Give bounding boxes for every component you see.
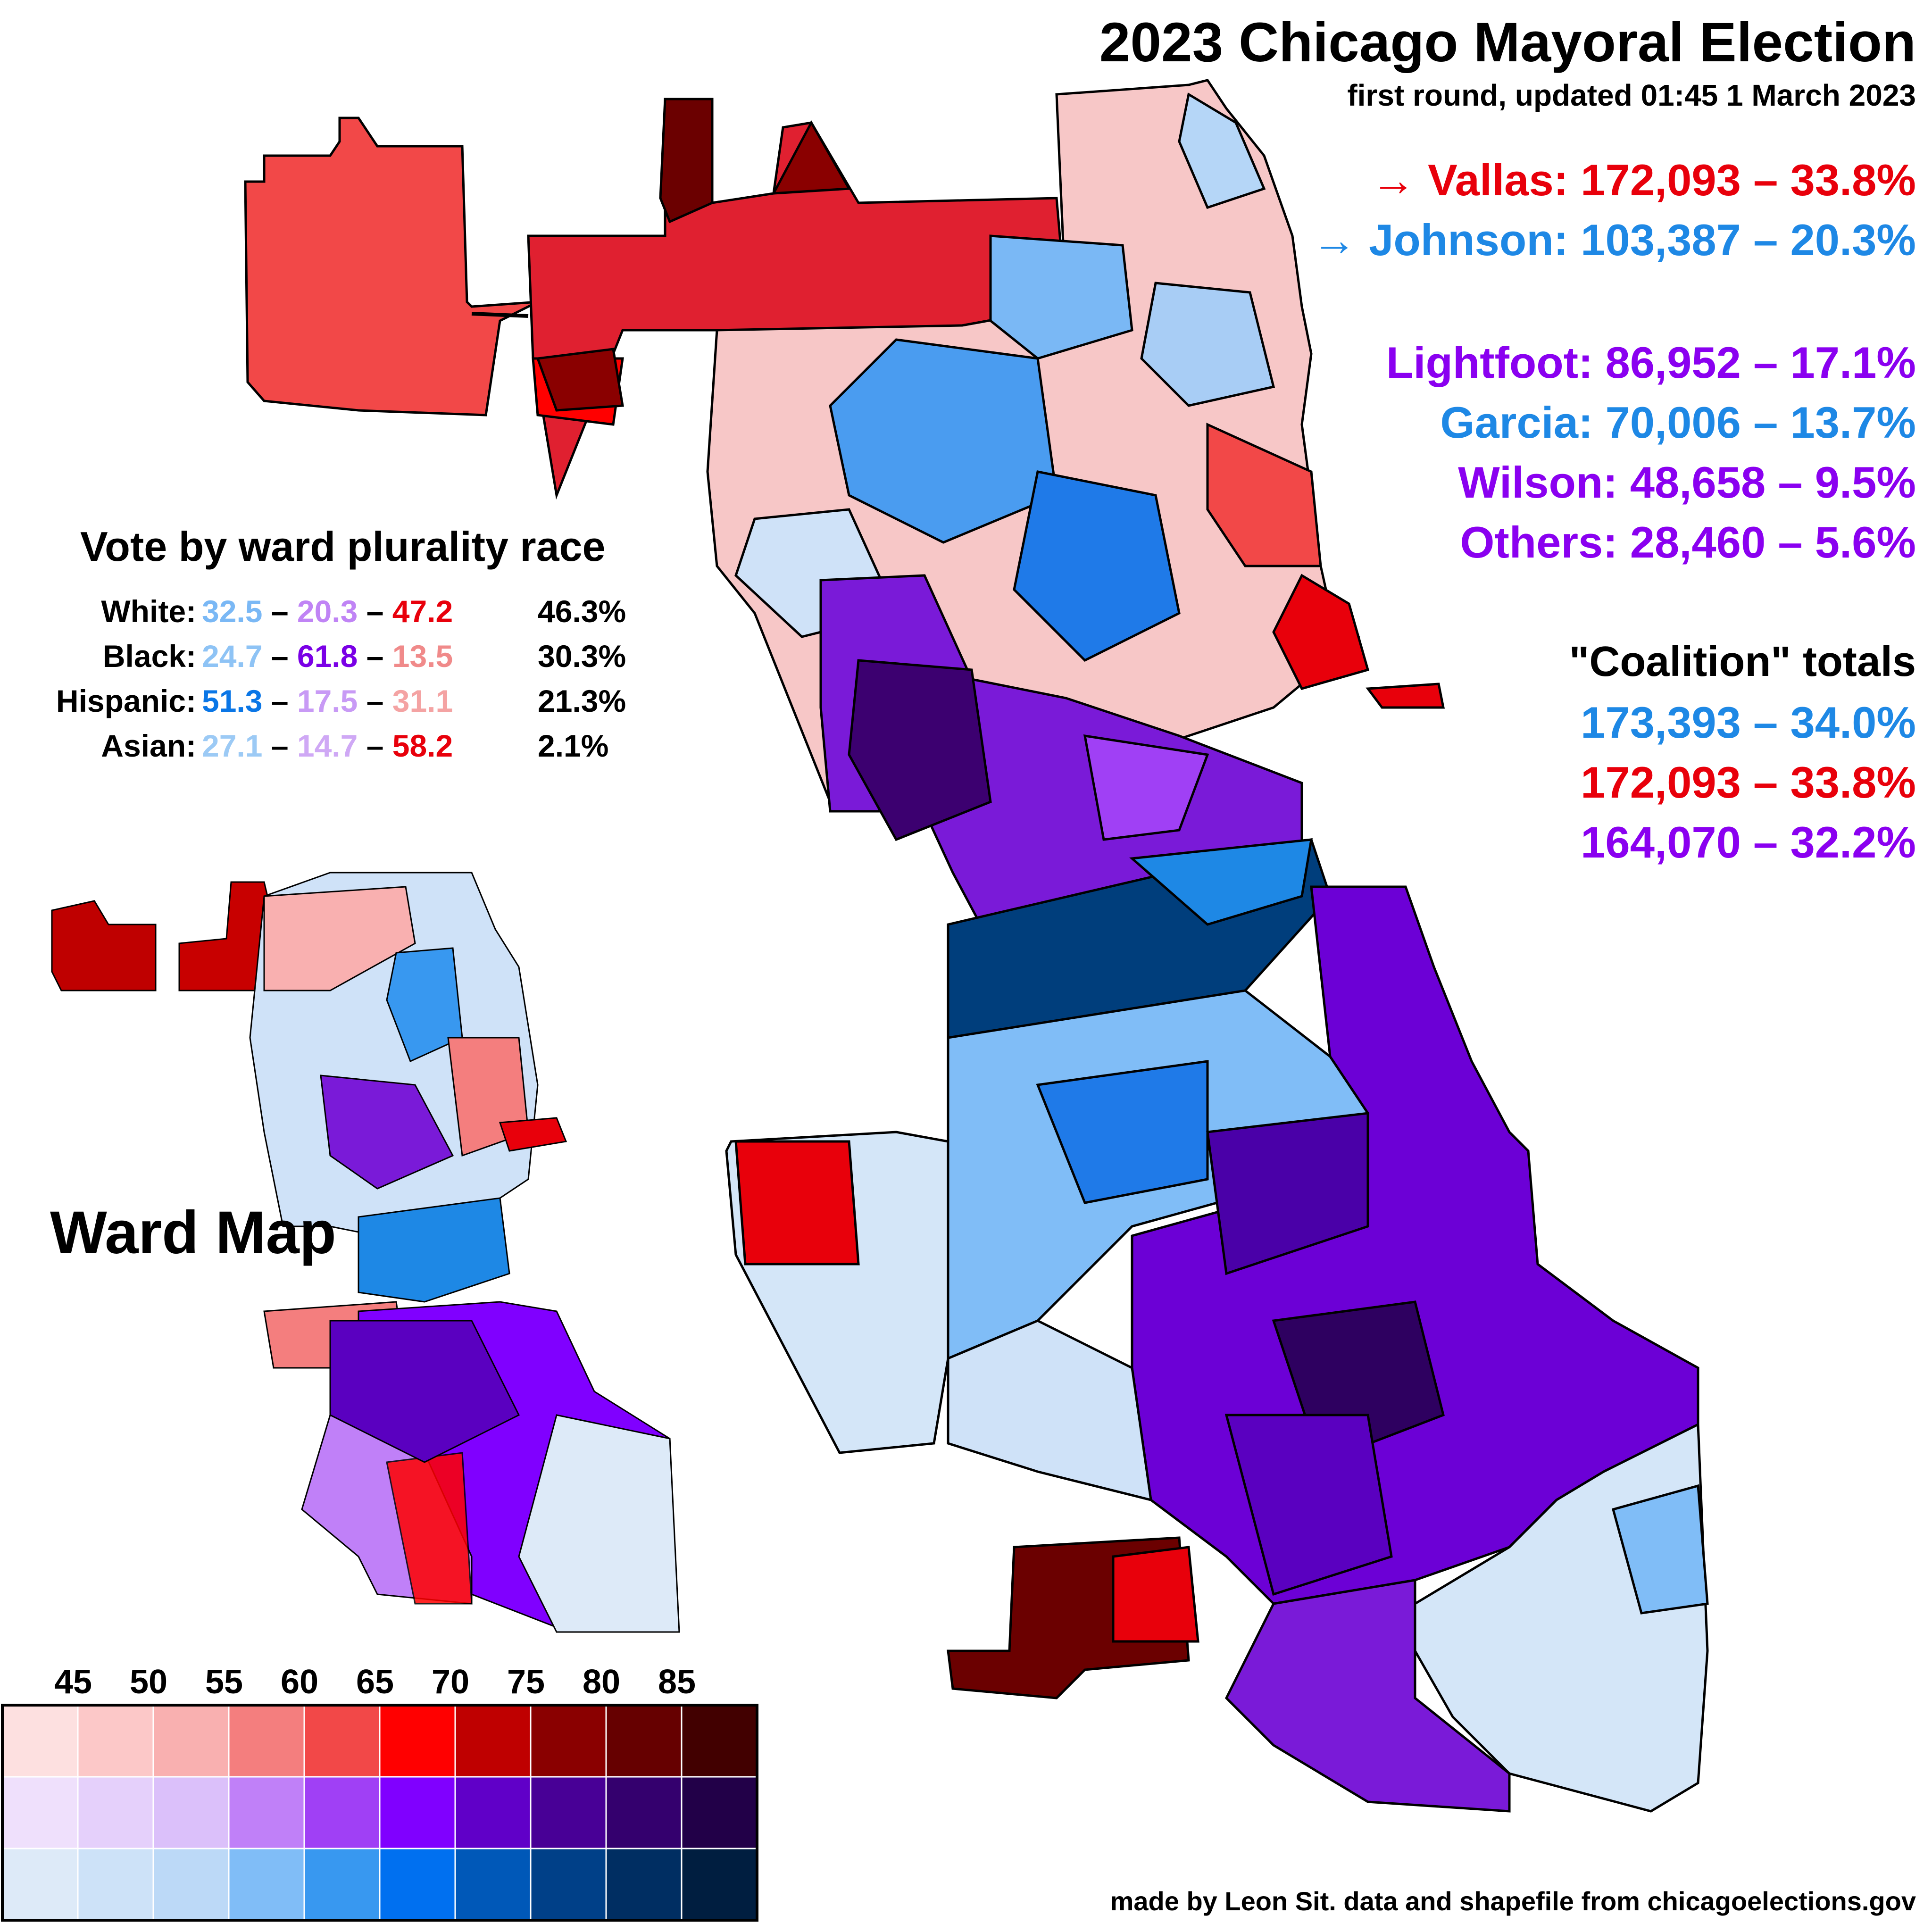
race-share: 30.3% [538, 639, 626, 674]
legend-swatch-purple [379, 1776, 456, 1849]
blue-value: 27.1 [202, 728, 263, 763]
race-values: 27.1 – 14.7 – 58.2 [202, 728, 453, 764]
coalition-total: 172,093 – 33.8% [1581, 758, 1916, 807]
ohare-region [244, 117, 539, 416]
legend-swatch-blue [1, 1848, 79, 1921]
legend-swatch-blue [77, 1848, 154, 1921]
race-label: Hispanic: [56, 683, 196, 718]
race-row: Black: 24.7 – 61.8 – 13.5 30.3% [0, 638, 1932, 681]
legend-swatch-blue [681, 1848, 758, 1921]
legend-swatch-purple [1, 1776, 79, 1849]
legend-swatch-red [152, 1704, 230, 1778]
candidate-result: Wilson: 48,658 – 9.5% [1458, 458, 1916, 507]
separator: – [271, 683, 289, 718]
separator: – [366, 594, 384, 629]
red-value: 47.2 [392, 594, 453, 629]
race-values: 51.3 – 17.5 – 31.1 [202, 683, 453, 719]
legend-swatch-red [454, 1704, 532, 1778]
legend-swatch-purple [681, 1776, 758, 1849]
purple-value: 61.8 [297, 639, 358, 674]
candidate-result: Lightfoot: 86,952 – 17.1% [1386, 338, 1916, 387]
blue-value: 24.7 [202, 639, 263, 674]
legend-swatch-blue [152, 1848, 230, 1921]
legend-swatch-purple [77, 1776, 154, 1849]
red-value: 58.2 [392, 728, 453, 763]
legend-swatch-blue [530, 1848, 607, 1921]
legend-swatch-red [605, 1704, 683, 1778]
purple-value: 17.5 [297, 683, 358, 718]
legend-swatch-blue [228, 1848, 305, 1921]
separator: – [366, 728, 384, 763]
race-row: Asian: 27.1 – 14.7 – 58.2 2.1% [0, 728, 1932, 770]
legend-swatch-purple [454, 1776, 532, 1849]
legend-swatch-purple [303, 1776, 381, 1849]
credit-text: made by Leon Sit. data and shapefile fro… [1110, 1886, 1916, 1916]
candidate-result: Garcia: 70,006 – 13.7% [1440, 398, 1916, 447]
red-value: 13.5 [392, 639, 453, 674]
legend-swatch-blue [454, 1848, 532, 1921]
legend-swatch-red [1, 1704, 79, 1778]
blue-value: 32.5 [202, 594, 263, 629]
ward-map [51, 872, 680, 1633]
legend-swatch-blue [303, 1848, 381, 1921]
race-table-title: Vote by ward plurality race [80, 523, 606, 570]
race-share: 46.3% [538, 594, 626, 629]
legend-swatch-purple [530, 1776, 607, 1849]
legend-swatch-blue [605, 1848, 683, 1921]
candidate-result: → Vallas: 172,093 – 33.8% [1371, 155, 1916, 205]
race-values: 24.7 – 61.8 – 13.5 [202, 638, 453, 674]
legend-swatch-purple [228, 1776, 305, 1849]
candidate-result: → Johnson: 103,387 – 20.3% [1312, 215, 1916, 265]
race-row: Hispanic: 51.3 – 17.5 – 31.1 21.3% [0, 683, 1932, 725]
purple-value: 20.3 [297, 594, 358, 629]
legend-swatch-red [681, 1704, 758, 1778]
race-label: Asian: [101, 728, 196, 763]
coalition-total: 164,070 – 32.2% [1581, 817, 1916, 867]
race-share: 21.3% [538, 683, 626, 718]
legend-swatch-purple [152, 1776, 230, 1849]
race-label: Black: [102, 639, 196, 674]
separator: – [366, 683, 384, 718]
race-row: White: 32.5 – 20.3 – 47.2 46.3% [0, 593, 1932, 636]
red-value: 31.1 [392, 683, 453, 718]
race-label: White: [101, 594, 196, 629]
legend-swatch-red [228, 1704, 305, 1778]
legend-swatch-red [77, 1704, 154, 1778]
map-title: 2023 Chicago Mayoral Election [1099, 11, 1916, 74]
separator: – [271, 594, 289, 629]
separator: – [271, 728, 289, 763]
legend-swatch-purple [605, 1776, 683, 1849]
legend-swatch-blue [379, 1848, 456, 1921]
legend-swatch-red [379, 1704, 456, 1778]
purple-value: 14.7 [297, 728, 358, 763]
separator: – [271, 639, 289, 674]
race-share: 2.1% [538, 728, 609, 763]
map-subtitle: first round, updated 01:45 1 March 2023 [1347, 78, 1916, 112]
coalition-heading: "Coalition" totals [1569, 638, 1916, 685]
legend-swatch-red [530, 1704, 607, 1778]
coalition-total: 173,393 – 34.0% [1581, 698, 1916, 747]
race-values: 32.5 – 20.3 – 47.2 [202, 593, 453, 629]
ward-map-title: Ward Map [50, 1199, 336, 1266]
main-city-map [244, 79, 1709, 1813]
legend-swatch-red [303, 1704, 381, 1778]
legend-border [1, 1704, 758, 1922]
separator: – [366, 639, 384, 674]
blue-value: 51.3 [202, 683, 263, 718]
candidate-result: Others: 28,460 – 5.6% [1460, 517, 1916, 567]
